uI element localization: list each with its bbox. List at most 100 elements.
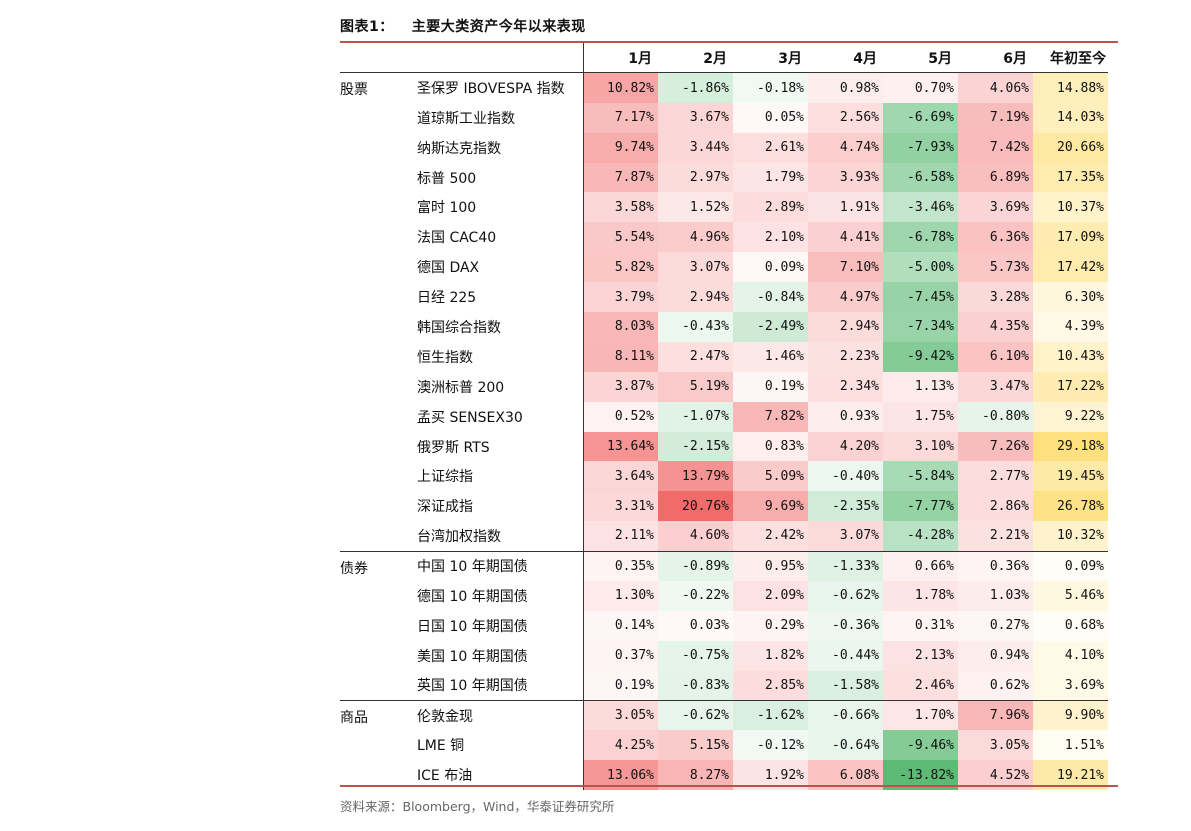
performance-table: 1月 2月 3月 4月 5月 6月 年初至今 股票 圣保罗 IBOVESPA 指数… — [340, 43, 1108, 791]
value-cell: 0.37% — [583, 640, 658, 671]
ytd-cell: 0.09% — [1033, 550, 1108, 582]
value-cell: 3.79% — [583, 282, 658, 313]
value-cell: 4.25% — [583, 730, 658, 761]
category-cell — [340, 730, 415, 760]
title-number: 图表1： — [340, 19, 394, 35]
value-cell: 2.11% — [583, 521, 658, 552]
value-cell: 0.36% — [958, 550, 1033, 582]
header-col: 2月 — [658, 43, 733, 74]
value-cell: 5.73% — [958, 252, 1033, 283]
table-row: 商品 伦敦金现 3.05% -0.62% -1.62% -0.66% 1.70% 7.96% 9… — [340, 700, 1108, 731]
category-cell — [340, 671, 415, 701]
table-body: 股票 圣保罗 IBOVESPA 指数 10.82% -1.86% -0.18% 0.98%… — [340, 72, 1108, 791]
ytd-cell: 19.45% — [1033, 461, 1108, 492]
value-cell: -0.36% — [808, 610, 883, 641]
value-cell: -0.66% — [808, 700, 883, 731]
asset-name: 澳洲标普 200 — [415, 371, 584, 402]
value-cell: 5.19% — [658, 371, 733, 402]
value-cell: -0.89% — [658, 550, 733, 582]
value-cell: 3.44% — [658, 132, 733, 163]
value-cell: 2.85% — [733, 670, 808, 701]
value-cell: 7.10% — [808, 252, 883, 283]
value-cell: 2.23% — [808, 341, 883, 372]
value-cell: 4.60% — [658, 521, 733, 552]
ytd-cell: 9.22% — [1033, 401, 1108, 432]
value-cell: 2.61% — [733, 132, 808, 163]
table-row: 美国 10 年期国债 0.37% -0.75% 1.82% -0.44% 2.13% 0.9… — [340, 640, 1108, 671]
table-row: 台湾加权指数 2.11% 4.60% 2.42% 3.07% -4.28% 2.21% 10.… — [340, 521, 1108, 552]
source-note: 资料来源：Bloomberg，Wind，华泰证券研究所 — [340, 799, 615, 814]
category-cell — [340, 312, 415, 342]
value-cell: 9.69% — [733, 491, 808, 522]
value-cell: -0.75% — [658, 640, 733, 671]
value-cell: 3.93% — [808, 162, 883, 193]
ytd-cell: 10.43% — [1033, 341, 1108, 372]
value-cell: 3.28% — [958, 282, 1033, 313]
value-cell: 7.96% — [958, 700, 1033, 731]
value-cell: 1.30% — [583, 581, 658, 611]
ytd-cell: 20.66% — [1033, 132, 1108, 163]
value-cell: -3.46% — [883, 192, 958, 223]
header-col: 6月 — [958, 43, 1033, 74]
value-cell: 4.96% — [658, 222, 733, 253]
category-cell — [340, 372, 415, 402]
category-cell — [340, 402, 415, 432]
ytd-cell: 29.18% — [1033, 431, 1108, 462]
value-cell: -0.64% — [808, 730, 883, 761]
ytd-cell: 1.51% — [1033, 730, 1108, 761]
value-cell: 2.13% — [883, 640, 958, 671]
category-cell — [340, 581, 415, 611]
asset-name: 标普 500 — [415, 162, 584, 193]
asset-name: 道琼斯工业指数 — [415, 102, 584, 133]
value-cell: 1.75% — [883, 401, 958, 432]
top-rule — [340, 41, 1118, 43]
category-cell — [340, 491, 415, 521]
value-cell: -2.49% — [733, 312, 808, 342]
value-cell: -9.42% — [883, 341, 958, 372]
value-cell: 1.91% — [808, 192, 883, 223]
ytd-cell: 10.32% — [1033, 521, 1108, 552]
header-row: 1月 2月 3月 4月 5月 6月 年初至今 — [340, 43, 1108, 74]
value-cell: 2.56% — [808, 102, 883, 133]
value-cell: -0.18% — [733, 72, 808, 103]
asset-name: 上证综指 — [415, 461, 584, 492]
ytd-cell: 5.46% — [1033, 581, 1108, 611]
value-cell: 4.97% — [808, 282, 883, 313]
value-cell: 2.77% — [958, 461, 1033, 492]
table-row: 英国 10 年期国债 0.19% -0.83% 2.85% -1.58% 2.46% 0.6… — [340, 670, 1108, 701]
value-cell: 4.41% — [808, 222, 883, 253]
value-cell: 0.29% — [733, 610, 808, 641]
value-cell: 6.36% — [958, 222, 1033, 253]
value-cell: 1.79% — [733, 162, 808, 193]
table-row: 俄罗斯 RTS 13.64% -2.15% 0.83% 4.20% 3.10% 7.26% 2… — [340, 431, 1108, 462]
value-cell: -0.43% — [658, 312, 733, 342]
value-cell: -0.62% — [658, 700, 733, 731]
value-cell: 0.19% — [583, 670, 658, 701]
value-cell: 3.47% — [958, 371, 1033, 402]
ytd-cell: 14.88% — [1033, 72, 1108, 103]
ytd-cell: 6.30% — [1033, 282, 1108, 313]
header-blank — [340, 43, 415, 74]
asset-name: 日国 10 年期国债 — [415, 610, 584, 641]
chart-title: 图表1： 主要大类资产今年以来表现 — [340, 16, 586, 36]
value-cell: 1.82% — [733, 640, 808, 671]
table-row: 日经 225 3.79% 2.94% -0.84% 4.97% -7.45% 3.28% 6.… — [340, 282, 1108, 313]
value-cell: 1.70% — [883, 700, 958, 731]
value-cell: 2.47% — [658, 341, 733, 372]
value-cell: 3.69% — [958, 192, 1033, 223]
table-row: 日国 10 年期国债 0.14% 0.03% 0.29% -0.36% 0.31% 0.27… — [340, 610, 1108, 641]
ytd-cell: 17.09% — [1033, 222, 1108, 253]
value-cell: 2.89% — [733, 192, 808, 223]
value-cell: 7.17% — [583, 102, 658, 133]
table-row: 德国 DAX 5.82% 3.07% 0.09% 7.10% -5.00% 5.73% 17.… — [340, 252, 1108, 283]
value-cell: -6.69% — [883, 102, 958, 133]
ytd-cell: 0.68% — [1033, 610, 1108, 641]
value-cell: 2.94% — [658, 282, 733, 313]
ytd-cell: 14.03% — [1033, 102, 1108, 133]
asset-name: 深证成指 — [415, 491, 584, 522]
value-cell: 0.93% — [808, 401, 883, 432]
ytd-cell: 17.42% — [1033, 252, 1108, 283]
ytd-cell: 4.10% — [1033, 640, 1108, 671]
value-cell: 3.05% — [958, 730, 1033, 761]
value-cell: 4.20% — [808, 431, 883, 462]
